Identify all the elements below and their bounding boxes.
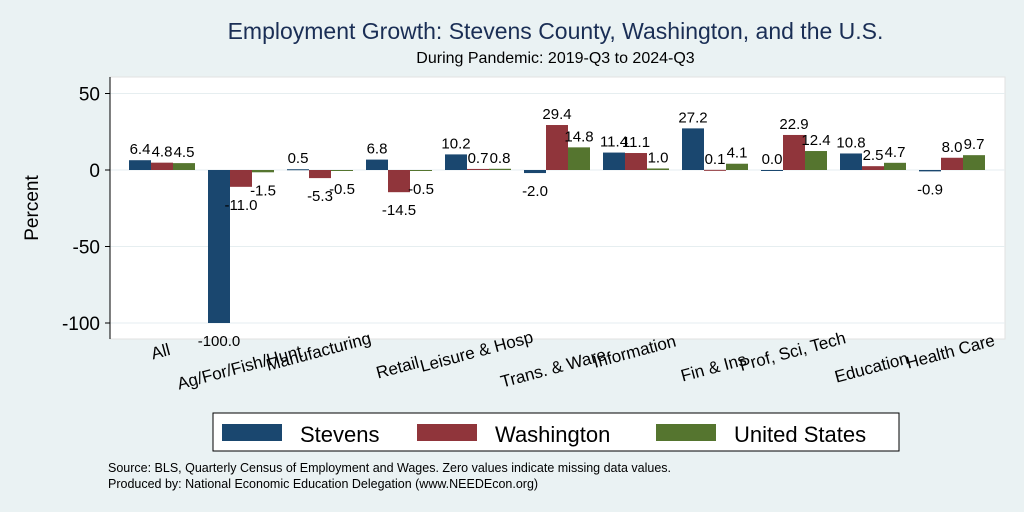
data-label: 0.0: [762, 151, 783, 168]
bar: [840, 153, 862, 170]
data-label: -0.5: [329, 181, 355, 198]
bar: [941, 157, 963, 170]
x-tick-label: Fin & Ins: [679, 350, 749, 386]
data-label: 6.4: [130, 141, 151, 158]
data-label: 4.7: [885, 144, 906, 161]
bar: [761, 170, 783, 171]
legend-label: Washington: [495, 422, 610, 447]
data-label: 29.4: [542, 106, 571, 123]
y-tick-label: -100: [62, 314, 100, 335]
y-tick-label: 50: [79, 85, 100, 106]
legend-box: [212, 412, 900, 452]
data-label: 22.9: [779, 116, 808, 133]
bar: [489, 168, 511, 170]
data-label: 0.5: [288, 150, 309, 167]
x-tick-label: Retail: [374, 353, 421, 383]
data-label: 14.8: [564, 128, 593, 145]
data-label: -100.0: [198, 333, 241, 350]
bar: [647, 168, 669, 170]
bar: [704, 169, 726, 171]
data-label: 12.4: [801, 132, 830, 149]
bar: [805, 151, 827, 170]
bar: [568, 147, 590, 170]
bar: [919, 170, 941, 172]
chart-subtitle: During Pandemic: 2019-Q3 to 2024-Q3: [416, 50, 695, 67]
data-label: 27.2: [678, 109, 707, 126]
bar: [366, 159, 388, 170]
y-tick-label: 0: [89, 161, 100, 182]
data-label: 11.1: [622, 134, 650, 151]
source-line: Source: BLS, Quarterly Census of Employm…: [108, 461, 672, 475]
bar: [388, 170, 410, 193]
bar: [252, 170, 274, 173]
bar: [726, 163, 748, 170]
x-tick-label: All: [149, 340, 172, 363]
bar: [445, 154, 467, 170]
legend-label: United States: [734, 422, 866, 447]
legend-swatch: [417, 424, 477, 441]
bar: [173, 163, 195, 170]
data-label: 0.1: [705, 151, 726, 168]
data-label: 11.4: [600, 134, 628, 151]
data-label: 6.8: [367, 141, 388, 158]
data-label: -11.0: [224, 197, 257, 214]
bar: [129, 160, 151, 170]
source-note: Source: BLS, Quarterly Census of Employm…: [108, 460, 671, 492]
bar: [546, 125, 568, 170]
bar: [467, 168, 489, 170]
bar: [410, 170, 432, 171]
data-label: -0.5: [408, 181, 434, 198]
legend-label: Stevens: [300, 422, 380, 447]
plot-area: [109, 76, 1006, 340]
bar: [524, 170, 546, 174]
bar: [208, 170, 230, 323]
data-label: 10.2: [441, 135, 470, 152]
data-label: 10.8: [836, 134, 865, 151]
legend-swatch: [656, 424, 716, 441]
producer-line: Produced by: National Economic Education…: [108, 477, 539, 491]
data-label: 0.8: [490, 150, 511, 167]
data-label: 2.5: [863, 147, 884, 164]
data-label: 9.7: [964, 136, 985, 153]
data-label: -1.5: [250, 182, 276, 199]
legend-swatch: [222, 424, 282, 441]
data-label: -5.3: [307, 188, 333, 205]
bar: [287, 169, 309, 171]
bar: [783, 134, 805, 170]
x-tick-label: Education: [833, 349, 911, 387]
bar: [309, 170, 331, 179]
bar: [151, 162, 173, 170]
bar: [603, 152, 625, 170]
bar: [625, 153, 647, 170]
data-label: 0.7: [468, 150, 489, 167]
y-axis-title: Percent: [22, 175, 43, 241]
y-tick-label: -50: [73, 238, 100, 259]
bar: [884, 162, 906, 170]
data-label: 8.0: [942, 139, 963, 156]
data-label: -0.9: [917, 181, 943, 198]
data-label: 4.1: [727, 145, 748, 162]
chart-title: Employment Growth: Stevens County, Washi…: [227, 18, 884, 44]
bar: [862, 166, 884, 170]
data-label: -2.0: [522, 183, 548, 200]
data-label: 4.5: [174, 144, 195, 161]
data-label: 4.8: [152, 144, 173, 161]
bar: [682, 128, 704, 170]
bar: [230, 170, 252, 187]
data-label: -14.5: [382, 202, 416, 219]
data-label: 1.0: [648, 149, 669, 166]
bar: [963, 155, 985, 170]
bar: [331, 170, 353, 171]
